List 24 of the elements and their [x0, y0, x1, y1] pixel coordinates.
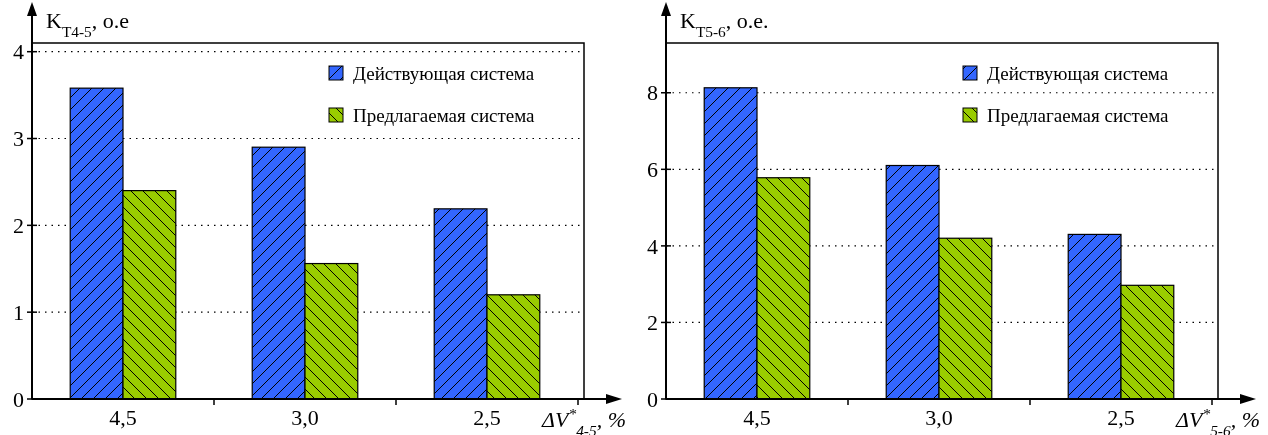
- y-tick-label: 1: [13, 299, 24, 325]
- y-tick-label: 4: [13, 39, 24, 65]
- x-tick-label: 4,5: [743, 405, 771, 430]
- y-tick-label: 8: [647, 80, 658, 106]
- y-tick-label: 3: [13, 126, 24, 152]
- x-tick-label: 2,5: [473, 405, 501, 430]
- y-tick-label: 0: [13, 386, 24, 412]
- x-axis-title: ΔV$^{*}$$_{4-5}$, %: [541, 404, 626, 435]
- x-tick-label: 3,0: [291, 405, 319, 430]
- legend-label: Действующая система: [353, 62, 535, 84]
- x-axis-title: ΔV$^{*}$$_{5-6}$, %: [1175, 404, 1260, 435]
- y-axis-title: K$_{T5-6}$, о.е.: [680, 8, 769, 40]
- legend-label: Предлагаемая система: [987, 104, 1170, 126]
- x-tick-label: 4,5: [109, 405, 137, 430]
- y-tick-label: 4: [647, 233, 658, 259]
- x-tick-label: 3,0: [925, 405, 953, 430]
- y-tick-label: 6: [647, 157, 658, 183]
- y-tick-label: 0: [647, 386, 658, 412]
- y-tick-label: 2: [647, 310, 658, 336]
- legend-label: Предлагаемая система: [353, 104, 536, 126]
- y-axis-title: K$_{T4-5}$, о.е: [46, 8, 130, 40]
- y-tick-label: 2: [13, 213, 24, 239]
- legend-label: Действующая система: [987, 62, 1169, 84]
- x-tick-label: 2,5: [1107, 405, 1135, 430]
